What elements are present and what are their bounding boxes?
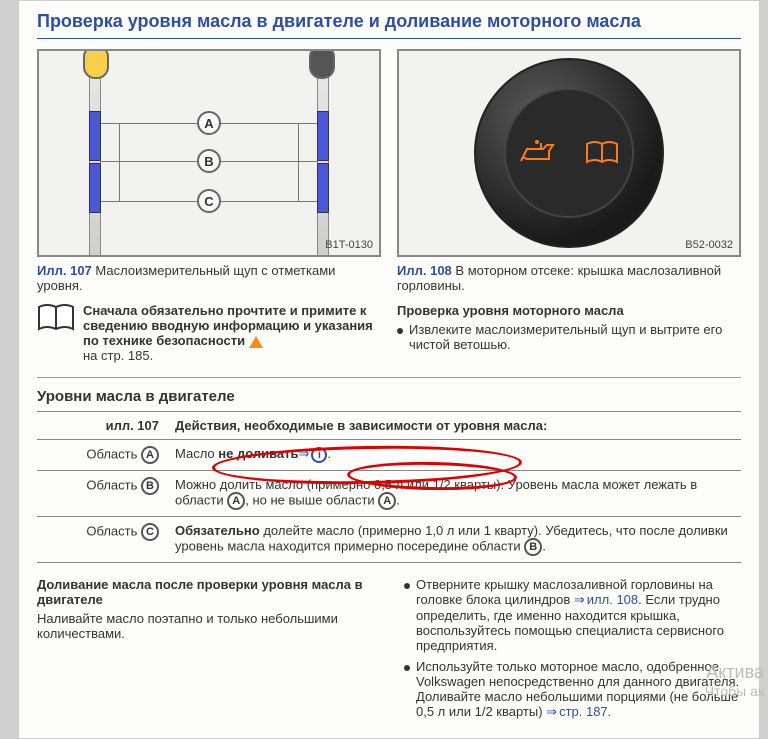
txt-bold: не доливать: [218, 446, 298, 461]
action-cell: Можно долить масло (примерно 0,5 л или 1…: [167, 471, 741, 517]
windows-watermark: Актива Чтобы ак: [705, 662, 764, 699]
book-icon: [37, 303, 75, 333]
txt: .: [608, 704, 612, 719]
table-row: Область B Можно долить масло (примерно 0…: [37, 471, 741, 517]
dipstick-handle-black: [309, 49, 335, 79]
watermark-line1: Актива: [705, 662, 764, 683]
levels-section: Уровни масла в двигателе илл. 107 Действ…: [37, 377, 741, 720]
dipstick-handle-yellow: [83, 49, 109, 79]
notes-row: Сначала обязательно прочтите и примите к…: [37, 303, 741, 363]
mark-c: C: [197, 189, 221, 213]
txt: .: [327, 446, 331, 461]
topup-heading: Доливание масла после проверки уровня ма…: [37, 577, 374, 607]
note-right: Проверка уровня моторного масла Извлекит…: [397, 303, 741, 363]
safety-text-block: Сначала обязательно прочтите и примите к…: [83, 303, 381, 363]
page-title: Проверка уровня масла в двигателе и доли…: [37, 11, 741, 32]
table-col2-head: Действия, необходимые в зависимости от у…: [167, 412, 741, 440]
figure-ref: B1T-0130: [325, 239, 373, 251]
bullet-text: Отверните крышку маслозаливной горловины…: [416, 577, 741, 653]
area-letter: B: [141, 477, 159, 495]
table-header-row: илл. 107 Действия, необходимые в зависим…: [37, 412, 741, 440]
bullet-dot: [404, 665, 410, 671]
txt: .: [542, 538, 546, 553]
level-band: [89, 111, 101, 161]
figure-108-col: B52-0032 Илл. 108 В моторном отсеке: кры…: [397, 49, 741, 293]
table-col1-head: илл. 107: [37, 412, 167, 440]
caption-label: Илл. 107: [37, 263, 92, 278]
manual-page: Проверка уровня масла в двигателе и доли…: [18, 0, 760, 739]
txt: .: [396, 492, 400, 507]
watermark-line2: Чтобы ак: [705, 683, 764, 699]
action-cell: Обязательно долейте масло (примерно 1,0 …: [167, 517, 741, 563]
area-cell: Область B: [37, 471, 167, 517]
txt: Масло: [175, 446, 218, 461]
txt: , но не выше области: [245, 492, 378, 507]
title-rule: [37, 38, 741, 39]
area-cell: Область A: [37, 440, 167, 471]
figure-107-col: A B C B1T-0130 Илл. 107 Маслоизмерительн…: [37, 49, 381, 293]
bullet-item: Извлеките маслоизмерительный щуп и вытри…: [397, 322, 741, 352]
bullet-dot: [397, 328, 403, 334]
oil-cap-face: [504, 88, 634, 218]
link[interactable]: стр. 187: [546, 704, 608, 719]
txt-bold: Обязательно: [175, 523, 260, 538]
after-left: Доливание масла после проверки уровня ма…: [37, 577, 374, 720]
bracket-line: [298, 123, 299, 201]
area-word: Область: [86, 446, 137, 461]
note-left: Сначала обязательно прочтите и примите к…: [37, 303, 381, 363]
caption-label: Илл. 108: [397, 263, 452, 278]
mark-b: B: [197, 149, 221, 173]
area-letter: C: [141, 523, 159, 541]
area-letter: B: [524, 538, 542, 556]
area-word: Область: [86, 477, 137, 492]
area-word: Область: [86, 523, 137, 538]
bracket-line: [119, 123, 120, 201]
safety-text: Сначала обязательно прочтите и примите к…: [83, 303, 373, 348]
area-cell: Область C: [37, 517, 167, 563]
figures-row: A B C B1T-0130 Илл. 107 Маслоизмерительн…: [37, 49, 741, 293]
table-title: Уровни масла в двигателе: [37, 388, 741, 405]
level-band: [317, 163, 329, 213]
bullet-text: Используйте только моторное масло, одобр…: [416, 659, 741, 720]
figure-108: B52-0032: [397, 49, 741, 257]
oil-can-icon: [519, 139, 559, 167]
link[interactable]: илл. 108: [574, 592, 638, 607]
manual-icon: [585, 140, 619, 166]
warning-icon: [249, 336, 263, 348]
bullet-item: Отверните крышку маслозаливной горловины…: [404, 577, 741, 653]
after-row: Доливание масла после проверки уровня ма…: [37, 577, 741, 720]
after-right: Отверните крышку маслозаливной горловины…: [404, 577, 741, 720]
safety-note: Сначала обязательно прочтите и примите к…: [37, 303, 381, 363]
area-letter: A: [227, 492, 245, 510]
figure-107: A B C B1T-0130: [37, 49, 381, 257]
figure-108-caption: Илл. 108 В моторном отсеке: крышка масло…: [397, 263, 741, 293]
level-band: [317, 111, 329, 161]
figure-ref: B52-0032: [685, 239, 733, 251]
area-letter: A: [141, 446, 159, 464]
table-row: Область A Масло не доливать i.: [37, 440, 741, 471]
level-band: [89, 163, 101, 213]
area-letter: A: [378, 492, 396, 510]
link[interactable]: [299, 446, 312, 461]
check-heading: Проверка уровня моторного масла: [397, 303, 741, 318]
oil-cap: [474, 58, 664, 248]
oil-levels-table: илл. 107 Действия, необходимые в зависим…: [37, 411, 741, 563]
bullet-dot: [404, 583, 410, 589]
table-row: Область C Обязательно долейте масло (при…: [37, 517, 741, 563]
bullet-item: Используйте только моторное масло, одобр…: [404, 659, 741, 720]
figure-107-caption: Илл. 107 Маслоизмерительный щуп с отметк…: [37, 263, 381, 293]
bullet-text: Извлеките маслоизмерительный щуп и вытри…: [409, 322, 741, 352]
mark-a: A: [197, 111, 221, 135]
action-cell: Масло не доливать i.: [167, 440, 741, 471]
topup-text: Наливайте масло поэтапно и только неболь…: [37, 611, 374, 641]
info-icon: i: [311, 447, 327, 463]
safety-tail: на стр. 185.: [83, 348, 153, 363]
